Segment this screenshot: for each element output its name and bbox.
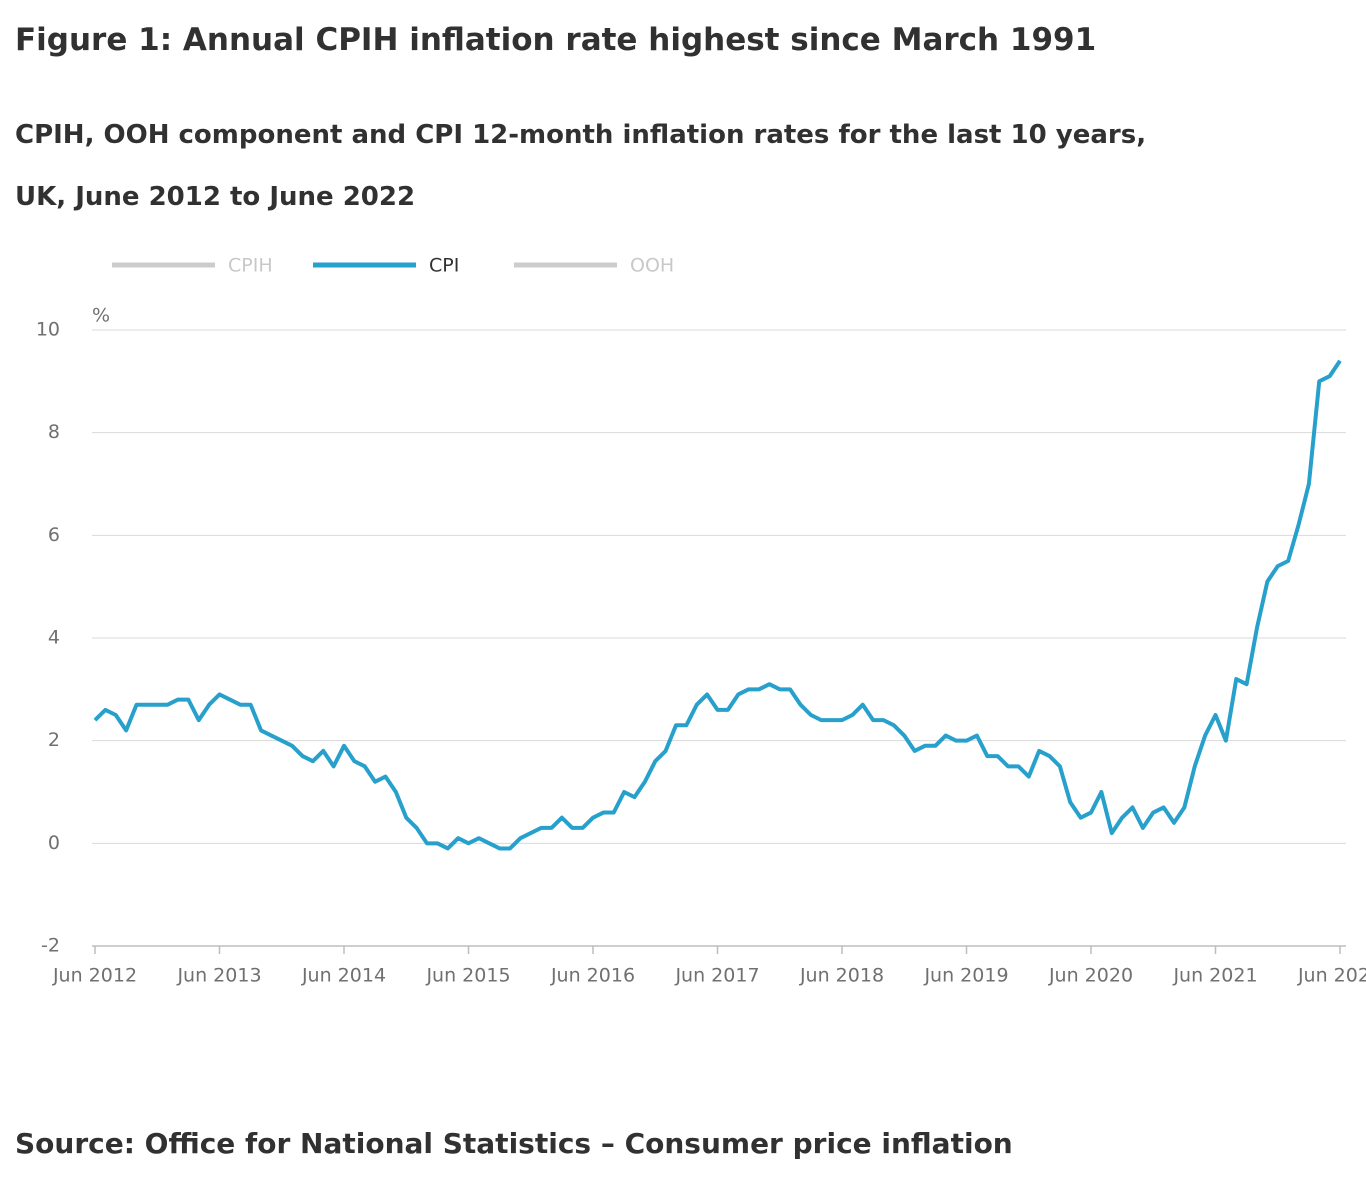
x-tick-label: Jun 2014 (301, 965, 386, 987)
x-tick-label: Jun 2017 (674, 965, 759, 987)
legend-label: OOH (630, 255, 674, 277)
y-tick-label: 4 (48, 627, 60, 649)
x-tick-label: Jun 2018 (799, 965, 884, 987)
chart-title: Figure 1: Annual CPIH inflation rate hig… (15, 22, 1097, 58)
x-tick-label: Jun 2012 (52, 965, 137, 987)
data-line (93, 359, 1342, 851)
chart-subtitle: CPIH, OOH component and CPI 12-month inf… (15, 120, 1147, 212)
y-tick-label: 0 (48, 832, 60, 854)
y-unit: % (92, 305, 110, 327)
y-tick-label: 8 (48, 421, 60, 443)
y-tick-label: -2 (41, 935, 60, 957)
legend-label: CPIH (228, 255, 273, 277)
y-tick-label: 10 (36, 319, 60, 341)
x-tick-label: Jun 2019 (923, 965, 1008, 987)
x-tick-label: Jun 2013 (176, 965, 261, 987)
y-tick-label: 2 (48, 729, 60, 751)
x-tick-label: Jun 2015 (425, 965, 510, 987)
x-tick-label: Jun 2020 (1048, 965, 1133, 987)
x-tick-label: Jun 2016 (550, 965, 635, 987)
y-tick-label: 6 (48, 524, 60, 546)
x-tick-label: Jun 2021 (1172, 965, 1257, 987)
x-tick-label: Jun 2022 (1297, 965, 1366, 987)
legend-label: CPI (429, 255, 459, 277)
chart: % -2 0 2 4 6 8 10 Jun 2012 Jun 2013 Jun 2014 Jun 2… (36, 255, 1366, 987)
source: Source: Office for National Statistics –… (15, 1127, 1013, 1160)
